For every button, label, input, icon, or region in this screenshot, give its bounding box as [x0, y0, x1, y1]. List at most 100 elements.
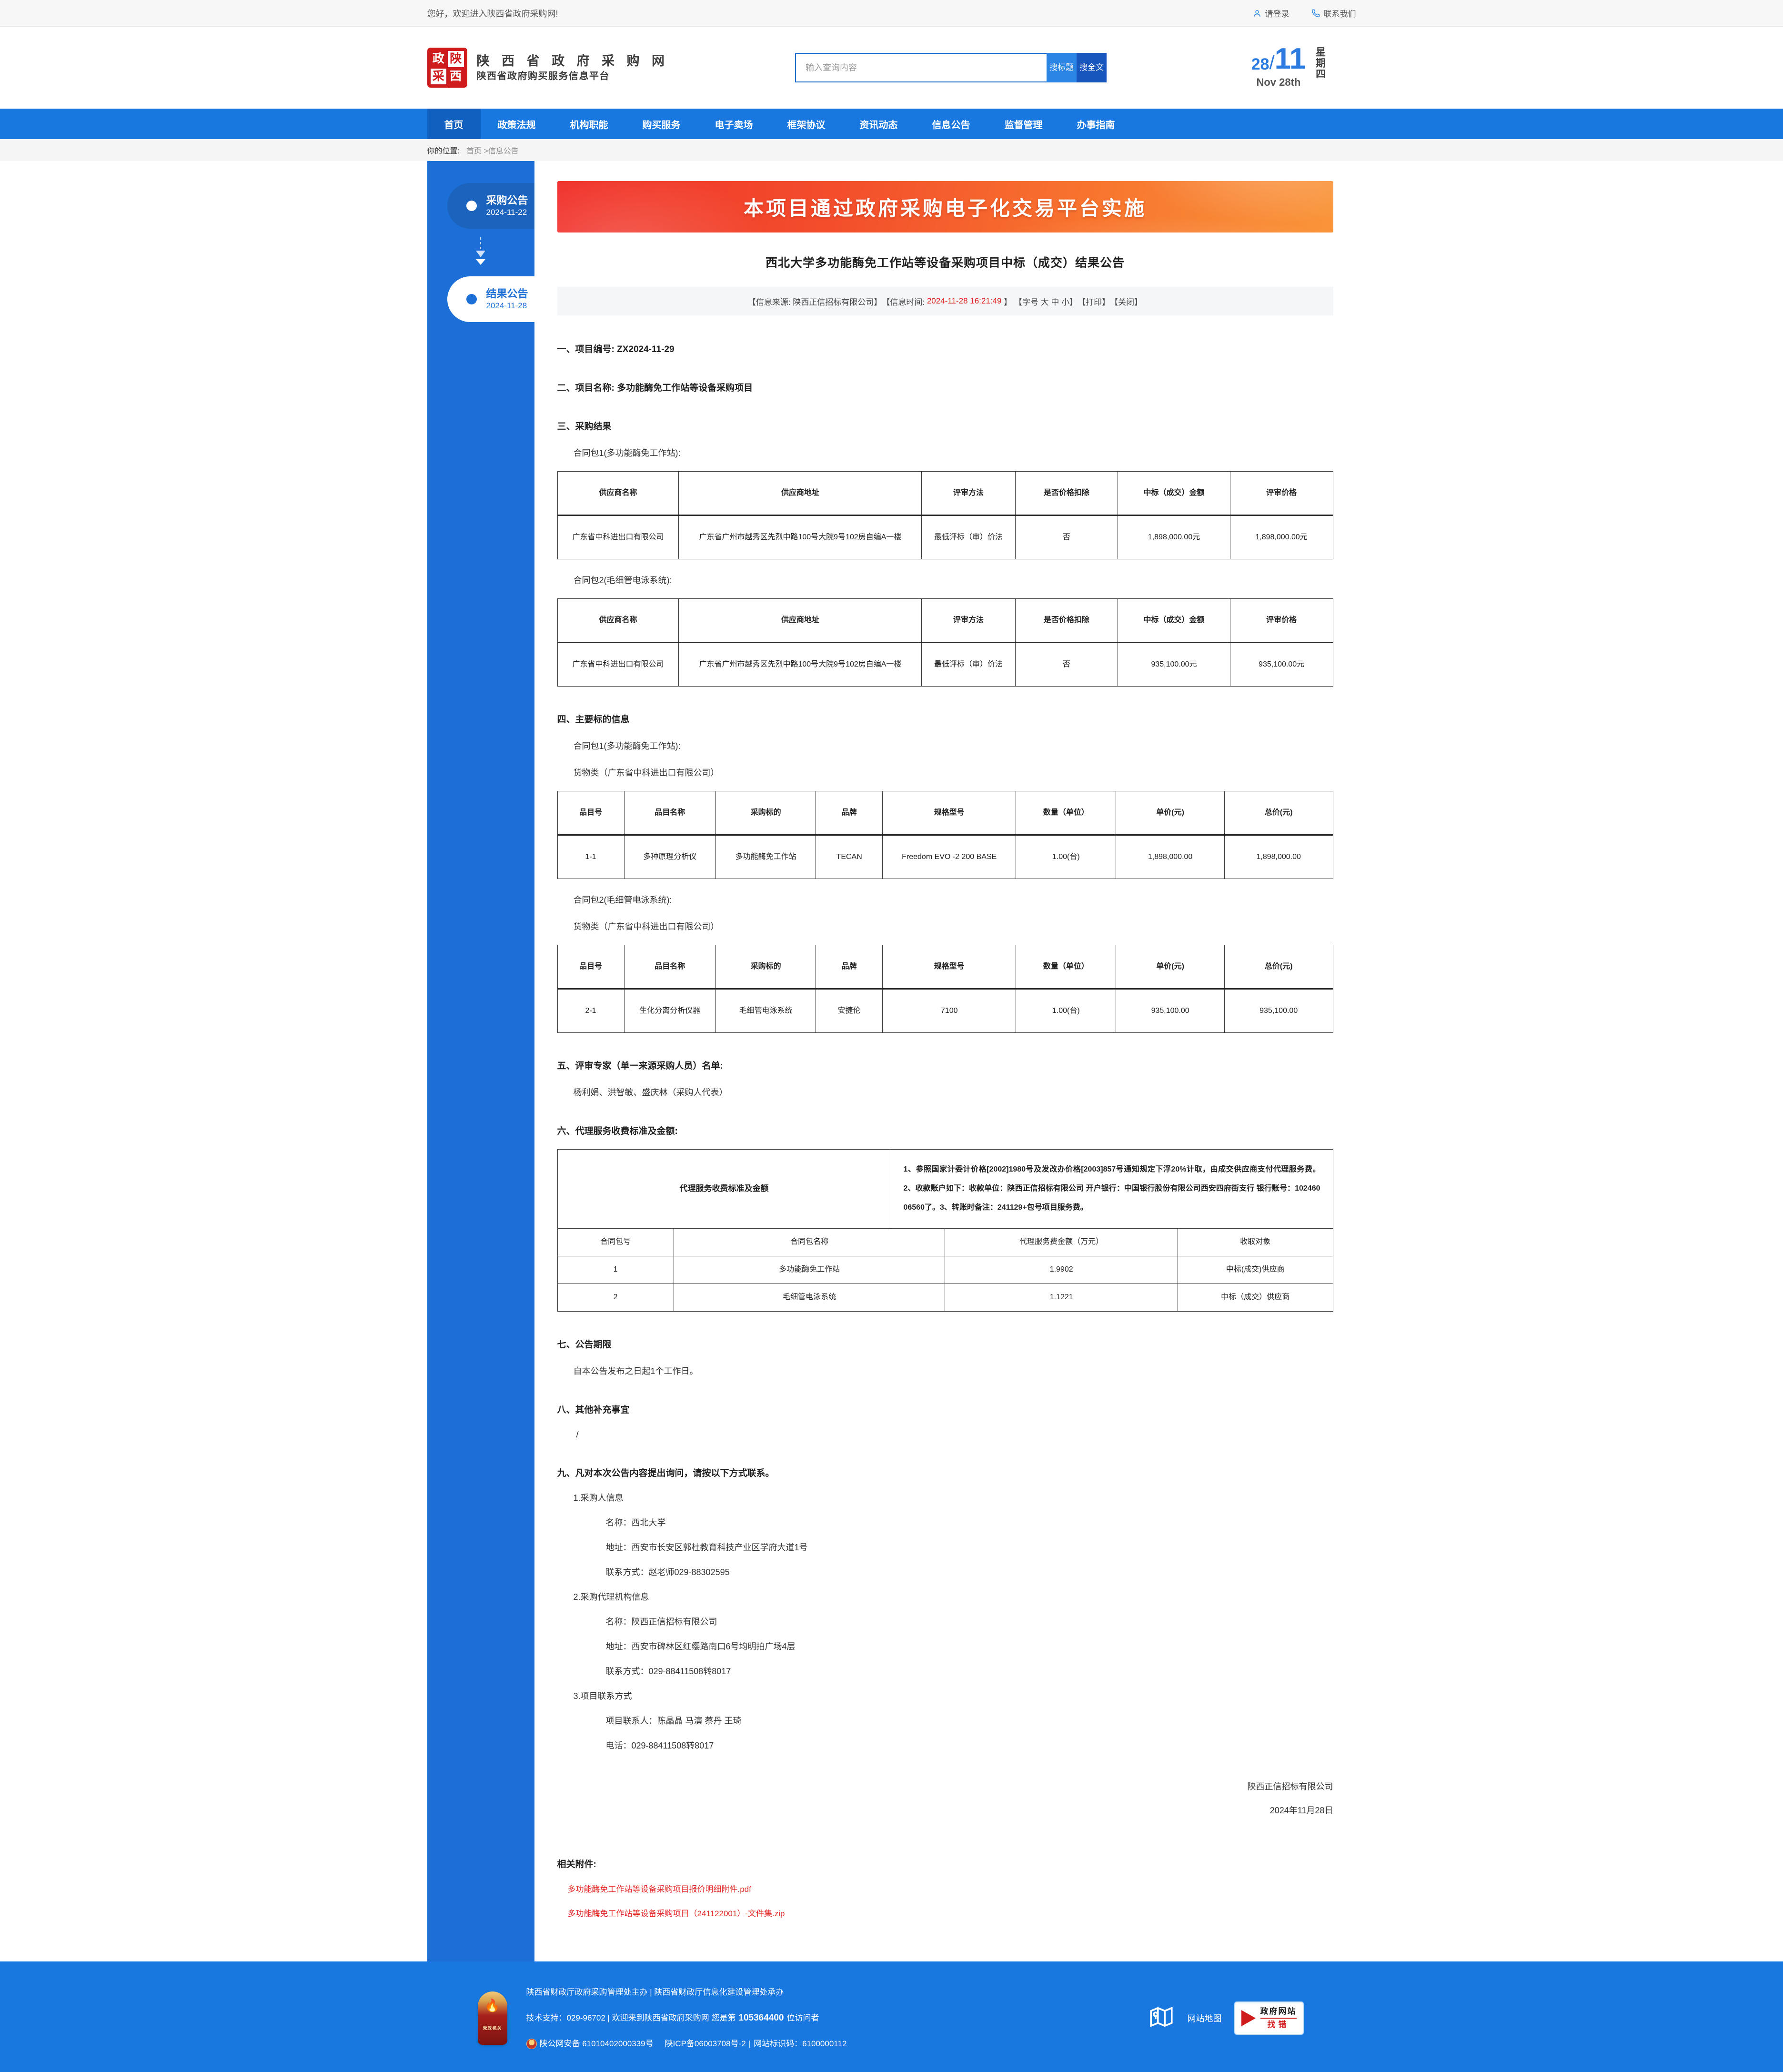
nav-item-3[interactable]: 购买服务: [642, 120, 681, 131]
date-weekday: 星期四: [1314, 47, 1326, 80]
nav-item-1[interactable]: 政策法规: [497, 120, 536, 131]
nav-item-2[interactable]: 机构职能: [570, 120, 608, 131]
gov-badge-line1: 政府网站: [1260, 2007, 1297, 2019]
cell-brand: 安捷伦: [816, 989, 883, 1033]
cell-procurement-target: 毛细管电泳系统: [715, 989, 816, 1033]
result-pkg2-caption: 合同包2(毛细管电泳系统):: [573, 576, 672, 585]
col-item-name: 品目名称: [624, 945, 716, 990]
meta-time-close: 】: [1004, 297, 1012, 307]
col-price-deduction: 是否价格扣除: [1015, 598, 1118, 643]
date-day: 28: [1251, 55, 1269, 73]
gov-site-error-report-badge[interactable]: 政府网站 找错: [1234, 2001, 1304, 2035]
site-subtitle: 陕西省政府购买服务信息平台: [476, 71, 610, 81]
nav-item-7[interactable]: 信息公告: [932, 120, 970, 131]
cell-award-amount: 1,898,000.00元: [1118, 515, 1230, 559]
bullet-icon: [466, 201, 477, 211]
table-row: 广东省中科进出口有限公司 广东省广州市越秀区先烈中路100号大院9号102房自编…: [557, 515, 1333, 559]
cell-supplier-name: 广东省中科进出口有限公司: [557, 515, 679, 559]
attachment-link-pdf[interactable]: 多功能酶免工作站等设备采购项目报价明细附件.pdf: [567, 1885, 751, 1894]
site-footer: 🔥 党政机关 陕西省财政厅政府采购管理处主办 | 陕西省财政厅信息化建设管理处承…: [0, 1961, 1783, 2072]
fontsize-large-button[interactable]: 大: [1040, 297, 1049, 307]
cell-supplier-name: 广东省中科进出口有限公司: [557, 642, 679, 687]
sidebar-item-result-notice[interactable]: 结果公告 2024-11-28: [447, 276, 534, 322]
col-total-price: 总价(元): [1224, 945, 1333, 990]
col-review-price: 评审价格: [1229, 598, 1333, 643]
section-project-name: 二、项目名称: 多功能酶免工作站等设备采购项目: [557, 383, 753, 393]
page-title: 西北大学多功能酶免工作站等设备采购项目中标（成交）结果公告: [765, 256, 1125, 270]
fontsize-medium-button[interactable]: 中: [1051, 297, 1059, 307]
meta-time-value: 2024-11-28 16:21:49: [927, 296, 1002, 305]
cell-fee-payer: 中标（成交）供应商: [1177, 1284, 1333, 1312]
login-link[interactable]: 请登录: [1253, 7, 1289, 19]
search-fulltext-button[interactable]: 搜全文: [1077, 53, 1107, 82]
badge-label: 党政机关: [483, 2026, 502, 2031]
contact-link[interactable]: 联系我们: [1311, 7, 1356, 19]
table-row: 2-1 生化分离分析仪器 毛细管电泳系统 安捷伦 7100 1.00(台) 93…: [557, 989, 1333, 1033]
print-button[interactable]: 【打印】: [1078, 297, 1110, 307]
cell-package-number: 2: [557, 1284, 674, 1312]
cell-quantity: 1.00(台): [1016, 835, 1117, 879]
signature-date: 2024年11月28日: [1269, 1806, 1333, 1815]
search-title-button[interactable]: 搜标题: [1047, 53, 1077, 82]
icp-record-number[interactable]: 陕ICP备06003708号-2: [665, 2039, 746, 2048]
site-header: 政 陕 采 西 陕 西 省 政 府 采 购 网 陕西省政府购买服务信息平台 搜标…: [0, 27, 1783, 109]
nav-item-0[interactable]: 首页: [427, 109, 481, 139]
item-table-package-2: 品目号 品目名称 采购标的 品牌 规格型号 数量（单位） 单价(元) 总价(元)…: [557, 945, 1333, 1033]
cell-total-price: 935,100.00: [1224, 989, 1333, 1033]
nav-item-4[interactable]: 电子卖场: [715, 120, 753, 131]
site-identification-code: 网站标识码：6100000112: [754, 2039, 847, 2048]
search-input[interactable]: [795, 53, 1047, 82]
police-record-number[interactable]: 陕公网安备 61010402000339号: [539, 2039, 654, 2048]
col-fee-amount: 代理服务费金额（万元）: [945, 1228, 1178, 1256]
attachment-link-zip[interactable]: 多功能酶免工作站等设备采购项目（241122001）-文件集.zip: [567, 1909, 785, 1918]
sitemap-icon[interactable]: [1148, 2003, 1175, 2033]
nav-item-9[interactable]: 办事指南: [1077, 120, 1115, 131]
magnifier-triangle-icon: [1241, 2010, 1256, 2027]
col-unit-price: 单价(元): [1116, 791, 1225, 836]
document-meta-bar: 【信息来源: 陕西正信招标有限公司】 【信息时间: 2024-11-28 16:…: [557, 287, 1333, 315]
cell-total-price: 1,898,000.00: [1224, 835, 1333, 879]
table-header-row: 品目号 品目名称 采购标的 品牌 规格型号 数量（单位） 单价(元) 总价(元): [557, 945, 1333, 990]
table-header-row: 品目号 品目名称 采购标的 品牌 规格型号 数量（单位） 单价(元) 总价(元): [557, 791, 1333, 836]
meta-source-value: 陕西正信招标有限公司】: [793, 297, 882, 307]
sidebar-item-procurement-notice[interactable]: 采购公告 2024-11-22: [447, 183, 534, 229]
contact-project-person: 项目联系人：陈晶晶 马演 蔡丹 王琦: [605, 1716, 742, 1726]
breadcrumb-path[interactable]: 首页 >信息公告: [466, 147, 519, 155]
signature-company: 陕西正信招标有限公司: [1247, 1782, 1333, 1791]
contact-agency-name: 名称：陕西正信招标有限公司: [605, 1617, 717, 1627]
contact-agency-phone: 联系方式：029-88411508转8017: [605, 1667, 731, 1676]
result-table-package-1: 供应商名称 供应商地址 评审方法 是否价格扣除 中标（成交）金额 评审价格 广东…: [557, 471, 1333, 559]
banner-text: 本项目通过政府采购电子化交易平台实施: [743, 197, 1147, 220]
col-unit-price: 单价(元): [1116, 945, 1225, 990]
col-model: 规格型号: [882, 945, 1017, 990]
cell-package-name: 毛细管电泳系统: [673, 1284, 946, 1312]
sitemap-label[interactable]: 网站地图: [1187, 2014, 1222, 2024]
fontsize-small-button[interactable]: 小】: [1061, 297, 1078, 307]
cell-brand: TECAN: [816, 835, 883, 879]
col-package-name: 合同包名称: [673, 1228, 946, 1256]
top-utility-bar: 您好，欢迎进入陕西省政府采购网! 请登录 联系我们: [0, 0, 1783, 27]
col-model: 规格型号: [882, 791, 1017, 836]
footer-organizers: 陕西省财政厅政府采购管理处主办 | 陕西省财政厅信息化建设管理处承办: [526, 1986, 847, 1999]
login-label: 请登录: [1265, 10, 1289, 19]
brand-block[interactable]: 政 陕 采 西 陕 西 省 政 府 采 购 网 陕西省政府购买服务信息平台: [427, 48, 669, 88]
col-total-price: 总价(元): [1224, 791, 1333, 836]
section-agency-fee: 六、代理服务收费标准及金额:: [557, 1126, 678, 1136]
sidebar-flow-arrow: [427, 229, 534, 276]
footer-icp: 陕公网安备 61010402000339号 陕ICP备06003708号-2 |…: [526, 2038, 847, 2050]
col-quantity: 数量（单位）: [1016, 945, 1117, 990]
phone-icon: [1311, 9, 1320, 18]
nav-item-5[interactable]: 框架协议: [787, 120, 826, 131]
contact-buyer-name: 名称：西北大学: [605, 1518, 666, 1527]
date-separator: /: [1269, 52, 1275, 73]
close-button[interactable]: 【关闭】: [1110, 297, 1143, 307]
item-pkg2-subcaption: 货物类（广东省中科进出口有限公司）: [573, 922, 719, 931]
cell-item-name: 生化分离分析仪器: [624, 989, 716, 1033]
nav-item-6[interactable]: 资讯动态: [859, 120, 898, 131]
cell-review-method: 最低评标（审）价法: [921, 642, 1016, 687]
table-header-row: 供应商名称 供应商地址 评审方法 是否价格扣除 中标（成交）金额 评审价格: [557, 598, 1333, 643]
cell-award-amount: 935,100.00元: [1118, 642, 1230, 687]
nav-item-8[interactable]: 监督管理: [1004, 120, 1043, 131]
col-award-amount: 中标（成交）金额: [1118, 598, 1230, 643]
site-seal-logo: 政 陕 采 西: [427, 48, 467, 88]
